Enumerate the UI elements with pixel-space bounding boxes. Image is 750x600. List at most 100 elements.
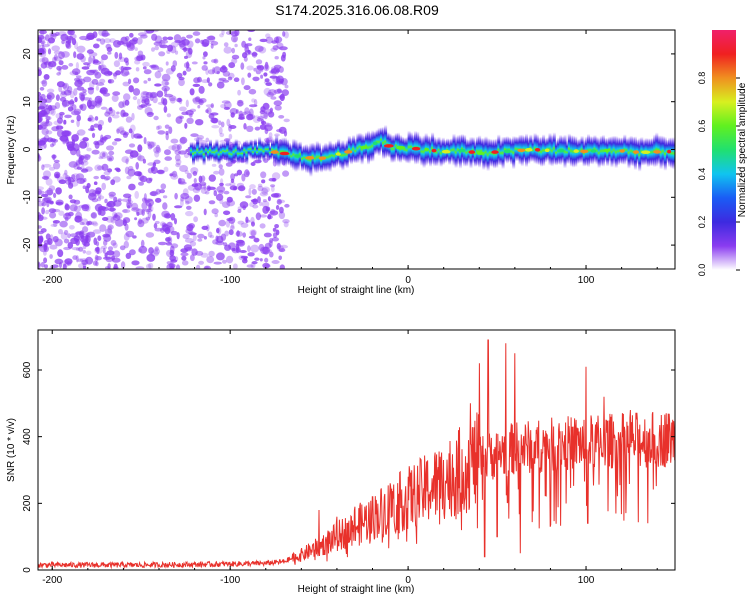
noise-speckle xyxy=(223,46,233,54)
noise-speckle xyxy=(252,76,260,82)
noise-speckle xyxy=(111,141,118,146)
noise-speckle xyxy=(178,150,187,155)
signal-band-segment xyxy=(384,124,388,159)
noise-speckle xyxy=(62,83,68,89)
noise-speckle xyxy=(259,110,265,115)
signal-band-segment xyxy=(429,136,432,167)
noise-speckle xyxy=(243,257,248,261)
noise-speckle xyxy=(132,88,141,96)
noise-speckle xyxy=(192,171,198,176)
signal-band-segment xyxy=(512,135,516,170)
noise-speckle xyxy=(154,35,163,44)
noise-speckle xyxy=(147,210,152,219)
noise-speckle xyxy=(104,111,111,117)
signal-band-segment xyxy=(663,136,667,171)
noise-speckle xyxy=(80,161,85,165)
noise-speckle xyxy=(255,70,261,75)
signal-band-segment xyxy=(593,135,597,163)
noise-speckle xyxy=(261,120,267,125)
signal-band-segment xyxy=(623,134,627,165)
y-tick-label: 600 xyxy=(22,361,33,378)
noise-speckle xyxy=(45,130,53,135)
signal-band-segment xyxy=(614,135,618,169)
noise-speckle xyxy=(125,116,133,123)
noise-speckle xyxy=(235,249,241,253)
noise-speckle xyxy=(250,230,256,237)
noise-speckle xyxy=(44,189,54,196)
noise-speckle xyxy=(279,264,285,269)
signal-band-segment xyxy=(437,136,441,164)
noise-speckle xyxy=(189,240,197,247)
noise-speckle xyxy=(279,244,288,249)
noise-speckle xyxy=(60,232,68,240)
noise-speckle xyxy=(137,155,145,162)
noise-speckle xyxy=(99,65,105,70)
noise-speckle xyxy=(182,188,189,196)
noise-speckle xyxy=(89,100,98,107)
noise-speckle xyxy=(124,149,134,154)
noise-speckle xyxy=(38,124,47,130)
noise-speckle xyxy=(99,224,107,232)
noise-speckle xyxy=(107,116,112,123)
noise-speckle xyxy=(219,198,224,205)
noise-speckle xyxy=(244,107,250,114)
noise-speckle xyxy=(137,248,143,253)
signal-band-segment xyxy=(198,145,202,160)
noise-speckle xyxy=(50,108,56,116)
noise-speckle xyxy=(216,227,220,234)
noise-speckle xyxy=(121,156,130,163)
noise-speckle xyxy=(74,215,82,223)
noise-speckle xyxy=(64,258,73,265)
noise-speckle xyxy=(122,100,126,108)
noise-speckle xyxy=(270,208,276,215)
signal-band-segment xyxy=(192,142,195,166)
noise-speckle xyxy=(170,65,176,72)
noise-speckle xyxy=(239,201,249,209)
noise-speckle xyxy=(165,61,169,66)
noise-speckle xyxy=(75,173,85,181)
noise-speckle xyxy=(219,132,225,138)
signal-band-segment xyxy=(569,135,573,167)
noise-speckle xyxy=(116,127,125,133)
noise-speckle xyxy=(105,215,115,223)
noise-speckle xyxy=(236,230,240,237)
signal-band-segment xyxy=(209,139,212,162)
noise-speckle xyxy=(131,202,139,211)
noise-speckle xyxy=(94,164,102,172)
signal-hotspot xyxy=(383,144,394,148)
noise-speckle xyxy=(223,242,228,247)
signal-band-segment xyxy=(420,137,424,166)
noise-speckle xyxy=(38,112,45,117)
noise-speckle xyxy=(238,110,244,118)
noise-speckle xyxy=(41,79,48,87)
signal-band-segment xyxy=(608,136,612,162)
signal-band-segment xyxy=(307,145,311,174)
noise-speckle xyxy=(223,106,230,110)
noise-speckle xyxy=(52,62,56,68)
noise-speckle xyxy=(231,35,238,43)
noise-speckle xyxy=(205,266,209,269)
noise-speckle xyxy=(89,69,97,74)
noise-speckle xyxy=(265,122,270,127)
noise-speckle xyxy=(104,228,113,236)
noise-speckle xyxy=(208,69,215,75)
noise-speckle xyxy=(110,216,116,224)
noise-speckle xyxy=(85,256,94,265)
signal-band-segment xyxy=(580,135,584,164)
signal-hotspot xyxy=(557,148,565,153)
noise-speckle xyxy=(47,48,52,55)
noise-speckle xyxy=(112,114,120,119)
noise-speckle xyxy=(278,46,288,51)
noise-speckle xyxy=(108,191,116,197)
signal-hotspot xyxy=(305,156,315,160)
noise-speckle xyxy=(136,55,144,61)
noise-speckle xyxy=(260,171,267,179)
y-tick-label: 0 xyxy=(22,146,33,152)
noise-speckle xyxy=(88,128,96,132)
noise-speckle xyxy=(242,111,247,116)
noise-speckle xyxy=(126,205,131,209)
noise-speckle xyxy=(235,239,245,244)
signal-band-segment xyxy=(629,135,633,166)
noise-speckle xyxy=(186,61,190,69)
noise-speckle xyxy=(261,200,270,208)
